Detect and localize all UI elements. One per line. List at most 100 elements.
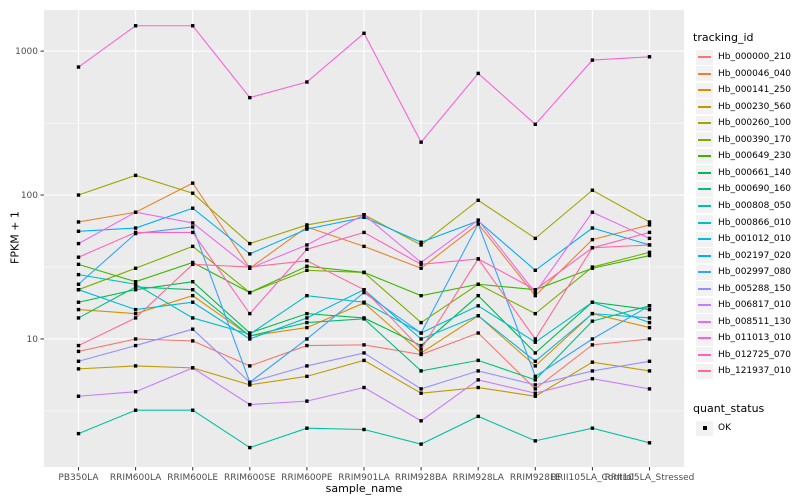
data-point-Hb_008511_130 <box>533 290 537 295</box>
legend-line-icon <box>698 138 711 141</box>
legend-item-Hb_002197_020: Hb_002197_020 <box>696 248 791 264</box>
data-point-Hb_002197_020 <box>419 240 423 244</box>
legend-line-icon <box>698 238 711 241</box>
x-tick-label: RRIM600SE <box>224 473 276 483</box>
data-point-Hb_000260_100 <box>590 188 595 192</box>
data-point-Hb_005288_150 <box>533 383 537 387</box>
square-point-icon <box>702 426 707 430</box>
data-point-Hb_000141_250 <box>533 364 537 368</box>
legend-item-Hb_002997_080: Hb_002997_080 <box>696 264 791 280</box>
legend-item-label: Hb_012725_070 <box>718 349 792 360</box>
data-point-Hb_000649_230 <box>76 262 81 267</box>
data-point-Hb_000690_160 <box>191 287 195 292</box>
data-point-Hb_000866_010 <box>191 316 195 320</box>
data-point-Hb_000230_560 <box>476 385 480 390</box>
data-point-Hb_000390_170 <box>191 244 195 249</box>
data-point-Hb_002197_020 <box>362 215 366 220</box>
legend-item-Hb_000649_230: Hb_000649_230 <box>696 148 791 164</box>
data-point-Hb_000046_040 <box>647 223 652 227</box>
data-point-Hb_002197_020 <box>305 227 309 231</box>
x-tick-label: RRIM600LA <box>110 473 162 483</box>
data-point-Hb_000141_250 <box>191 293 195 298</box>
data-point-Hb_000661_140 <box>533 351 537 355</box>
data-point-Hb_012725_070 <box>191 230 195 235</box>
legend-line-icon <box>698 122 711 125</box>
data-point-Hb_008511_130 <box>191 221 195 225</box>
data-point-Hb_000808_050 <box>191 408 195 412</box>
data-point-Hb_000649_230 <box>590 266 595 270</box>
data-point-Hb_000046_040 <box>419 266 423 270</box>
data-point-Hb_005288_150 <box>248 380 252 385</box>
data-point-Hb_000230_560 <box>248 383 252 387</box>
legend-item-label: Hb_000390_170 <box>718 134 792 145</box>
data-point-Hb_000649_230 <box>133 280 138 284</box>
legend-item-label: Hb_121937_010 <box>718 366 792 377</box>
legend-key-swatch <box>696 281 713 297</box>
data-point-Hb_002997_080 <box>476 222 480 226</box>
data-point-Hb_011013_010 <box>590 58 595 62</box>
data-point-Hb_000046_040 <box>76 220 81 224</box>
data-point-Hb_000866_010 <box>647 320 652 325</box>
legend-line-icon <box>698 56 711 58</box>
data-point-Hb_006817_010 <box>76 394 81 398</box>
legend-item-Hb_121937_010: Hb_121937_010 <box>696 363 791 379</box>
data-point-Hb_000046_040 <box>305 225 309 229</box>
data-point-Hb_000141_250 <box>305 325 309 330</box>
data-point-Hb_001012_010 <box>419 337 423 341</box>
legend-line-icon <box>698 171 711 174</box>
data-point-Hb_121937_010 <box>647 243 652 247</box>
data-point-Hb_000000_210 <box>76 349 81 354</box>
data-point-Hb_002197_020 <box>590 226 595 230</box>
data-point-Hb_011013_010 <box>647 55 652 59</box>
data-point-Hb_001012_010 <box>476 314 480 318</box>
legend-line-icon <box>698 72 711 75</box>
data-point-Hb_000690_160 <box>590 319 595 323</box>
data-point-Hb_006817_010 <box>248 402 252 407</box>
data-point-Hb_000661_140 <box>647 307 652 312</box>
data-point-Hb_005288_150 <box>419 387 423 391</box>
data-point-Hb_011013_010 <box>191 24 195 28</box>
data-point-Hb_000390_170 <box>305 268 309 273</box>
legend-title-tracking-id: tracking_id <box>693 31 754 44</box>
legend-key-swatch <box>696 264 713 280</box>
data-point-Hb_000690_160 <box>533 378 537 382</box>
legend-line-icon <box>698 353 711 356</box>
data-point-Hb_000808_050 <box>362 427 366 432</box>
data-point-Hb_000230_560 <box>133 364 138 368</box>
data-point-Hb_012725_070 <box>305 247 309 251</box>
data-point-Hb_000260_100 <box>647 220 652 224</box>
data-point-Hb_005288_150 <box>362 351 366 355</box>
legend-item-Hb_000046_040: Hb_000046_040 <box>696 66 791 82</box>
data-point-Hb_000000_210 <box>133 337 138 341</box>
data-point-Hb_002197_020 <box>76 229 81 233</box>
data-point-Hb_000808_050 <box>76 431 81 436</box>
data-point-Hb_000649_230 <box>305 264 309 268</box>
data-point-Hb_002997_080 <box>419 331 423 335</box>
x-tick-label: RRIM928BA <box>395 473 448 483</box>
quant-ok-key <box>696 420 713 436</box>
data-point-Hb_000141_250 <box>647 325 652 330</box>
data-point-Hb_000866_010 <box>76 272 81 277</box>
data-point-Hb_000230_560 <box>305 374 309 379</box>
data-point-Hb_000230_560 <box>590 360 595 364</box>
data-point-Hb_000690_160 <box>133 285 138 289</box>
data-point-Hb_000390_170 <box>533 311 537 316</box>
y-tick-label: 10 <box>27 335 39 345</box>
data-point-Hb_000649_230 <box>362 270 366 275</box>
data-point-Hb_000000_210 <box>191 339 195 343</box>
x-tick-label: RRII105LA_Stressed <box>605 473 695 483</box>
data-point-Hb_001012_010 <box>647 316 652 320</box>
legend-key-swatch <box>696 82 713 98</box>
data-point-Hb_000690_160 <box>362 317 366 321</box>
legend-item-label: Hb_008511_130 <box>718 316 792 327</box>
data-point-Hb_000260_100 <box>419 243 423 247</box>
data-point-Hb_011013_010 <box>419 140 423 144</box>
legend-item-Hb_006817_010: Hb_006817_010 <box>696 297 791 313</box>
data-point-Hb_005288_150 <box>133 343 138 348</box>
legend-line-icon <box>698 89 711 92</box>
data-point-Hb_000661_140 <box>76 300 81 304</box>
data-point-Hb_000808_050 <box>533 439 537 443</box>
data-point-Hb_005288_150 <box>590 369 595 373</box>
data-point-Hb_001012_010 <box>248 337 252 341</box>
data-point-Hb_000260_100 <box>305 223 309 227</box>
